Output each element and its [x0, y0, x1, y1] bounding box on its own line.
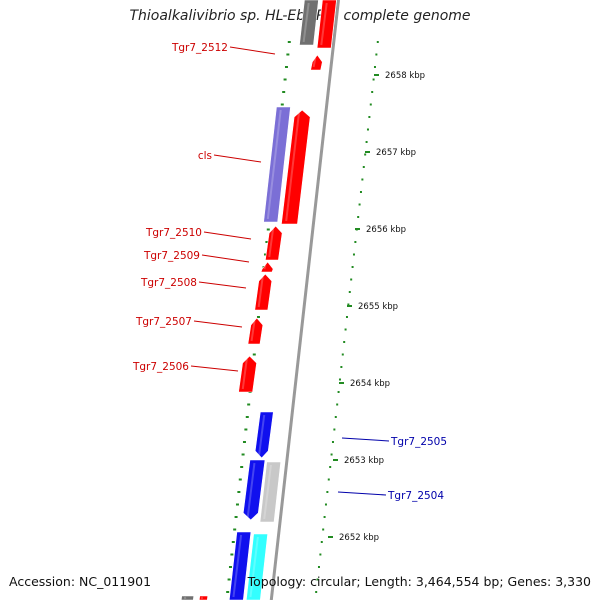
gene-cyan-bottom — [245, 533, 269, 600]
backbone-line — [269, 0, 340, 600]
gene-blue-bottom — [228, 531, 252, 600]
gene-dark-gray-top — [299, 0, 319, 46]
tick-marks — [226, 41, 379, 593]
gene-red-top — [316, 0, 337, 49]
scale-label: 2652 kbp — [339, 533, 379, 543]
gene-tgr7-2507 — [247, 317, 264, 345]
scale-label: 2653 kbp — [344, 456, 384, 466]
gene-tgr7-2509-shine — [263, 264, 267, 270]
gene-tgr7-2512-shine — [312, 57, 317, 68]
scale-label: 2656 kbp — [366, 225, 406, 235]
gene-tgr7-2510-shine — [268, 228, 275, 258]
gene-red-top-shine — [320, 2, 328, 46]
genome-backbone — [267, 0, 342, 600]
gene-blue-bottom-shine — [232, 534, 243, 598]
gene-tgr7-2508-shine — [257, 276, 264, 308]
gene-dark-gray-top-shine — [302, 2, 310, 43]
gene-label: Tgr7_2510 — [145, 227, 202, 239]
gene-tgr7-2508 — [254, 273, 273, 311]
genome-title: Thioalkalivibrio sp. HL-EbGR7, complete … — [129, 8, 471, 24]
gene-label-leader — [198, 281, 247, 289]
scale-label: 2658 kbp — [385, 71, 425, 81]
gene-tgr7-2506-shine — [241, 358, 248, 390]
gene-label-leader — [213, 154, 262, 163]
gene-label: Tgr7_2504 — [387, 490, 444, 502]
gene-label: Tgr7_2508 — [140, 277, 197, 289]
scale-label-bg — [348, 375, 392, 388]
gene-tgr7-2505 — [254, 411, 274, 459]
gene-label-leader — [203, 231, 252, 240]
gene-label: Tgr7_2512 — [171, 42, 228, 54]
gene-cls-purple — [263, 106, 291, 223]
gene-label-leader — [201, 254, 250, 263]
gene-gray-shine — [263, 464, 272, 520]
gene-label: Tgr7_2505 — [390, 436, 447, 448]
scale-label-bg — [364, 221, 408, 234]
scale-labels: 2658 kbp 2657 kbp 2656 kbp 2655 kbp 2654 kbp… — [328, 67, 427, 543]
gene-tgr7-2505-shine — [258, 414, 266, 456]
scale-label-bg — [342, 452, 386, 465]
gene-tgr7-2509 — [260, 261, 274, 273]
gene-gray — [259, 461, 282, 523]
gene-cls-purple-shine — [266, 109, 282, 220]
gene-cyan-bottom-shine — [249, 536, 259, 598]
scale-label: 2654 kbp — [350, 379, 390, 389]
gene-dark-gray-bottom — [180, 595, 195, 600]
gene-label-leader — [337, 491, 387, 496]
scale-label-bg — [337, 529, 381, 542]
gene-tgr7-2504 — [242, 459, 266, 521]
topology-text: Topology: circular; Length: 3,464,554 bp… — [247, 574, 591, 589]
gene-red-bottom — [198, 595, 209, 600]
gene-tgr7-2510 — [265, 225, 283, 261]
gene-label-leader — [190, 365, 239, 372]
gene-tgr7-2507-shine — [250, 320, 256, 342]
scale-label-bg — [356, 298, 400, 311]
gene-tgr7-2512 — [310, 54, 323, 71]
scale-label-bg — [374, 144, 418, 157]
gene-label: Tgr7_2506 — [132, 361, 189, 373]
gene-label-leader — [193, 320, 243, 328]
scale-label-bg — [383, 67, 427, 80]
gene-label: Tgr7_2507 — [135, 316, 192, 328]
accession-text: Accession: NC_011901 — [9, 574, 152, 589]
scale-label: 2655 kbp — [358, 302, 398, 312]
gene-tgr7-2504-shine — [246, 462, 256, 518]
scale-label: 2657 kbp — [376, 148, 416, 158]
gene-features — [180, 0, 337, 600]
gene-tgr7-2506 — [238, 355, 257, 393]
gene-label-leader — [341, 437, 390, 442]
gene-label-leader — [229, 46, 276, 55]
gene-cls-red-shine — [285, 112, 300, 222]
gene-label: Tgr7_2509 — [143, 250, 200, 262]
gene-label: cls — [198, 150, 212, 162]
gene-cls-red — [281, 109, 311, 225]
